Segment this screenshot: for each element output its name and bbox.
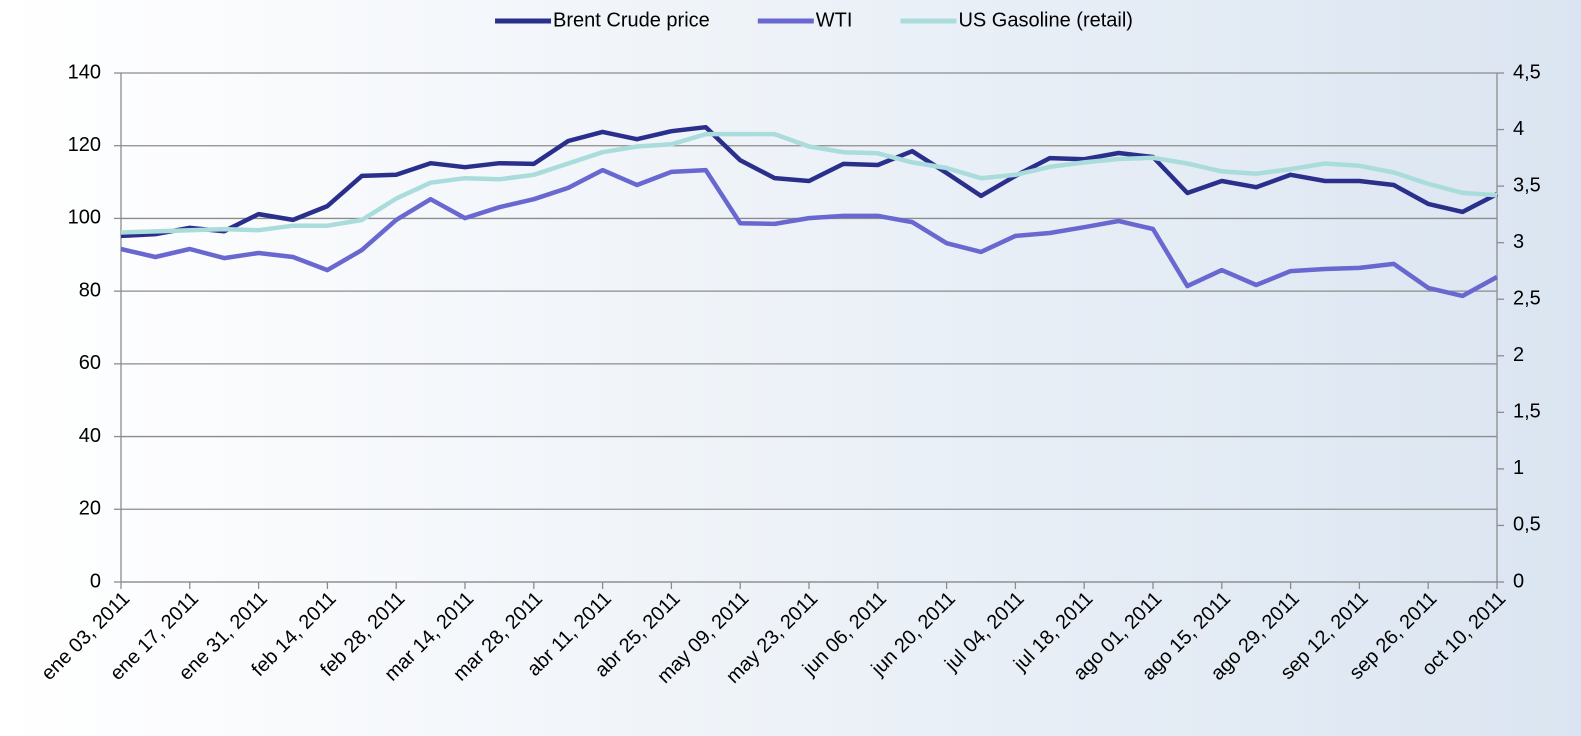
legend: Brent Crude price WTI US Gasoline (retail) — [495, 9, 1133, 31]
y-tick-label: 80 — [79, 279, 101, 301]
y2-tick-label: 1,5 — [1513, 401, 1541, 423]
y2-tick-label: 1 — [1513, 457, 1524, 479]
y2-tick-label: 4 — [1513, 118, 1524, 140]
y-tick-label: 60 — [79, 352, 101, 374]
y-tick-label: 140 — [68, 61, 101, 83]
y-tick-label: 0 — [90, 570, 101, 592]
legend-label: WTI — [816, 9, 853, 31]
legend-label: US Gasoline (retail) — [958, 9, 1133, 31]
y-tick-label: 120 — [68, 134, 101, 156]
y-tick-label: 40 — [79, 425, 101, 447]
series-line — [120, 167, 1499, 299]
y2-tick-label: 0 — [1513, 570, 1524, 592]
series-line — [120, 124, 1499, 239]
y2-tick-label: 0,5 — [1513, 514, 1541, 536]
legend-label: Brent Crude price — [553, 9, 710, 31]
y-tick-label: 100 — [68, 207, 101, 229]
series-line — [120, 131, 1498, 235]
y2-tick-label: 2,5 — [1513, 288, 1541, 310]
y2-tick-label: 3,5 — [1513, 174, 1541, 196]
y2-tick-label: 3 — [1513, 231, 1524, 253]
y-tick-label: 20 — [79, 498, 101, 520]
y2-tick-label: 4,5 — [1513, 61, 1541, 83]
y2-tick-label: 2 — [1513, 344, 1524, 366]
